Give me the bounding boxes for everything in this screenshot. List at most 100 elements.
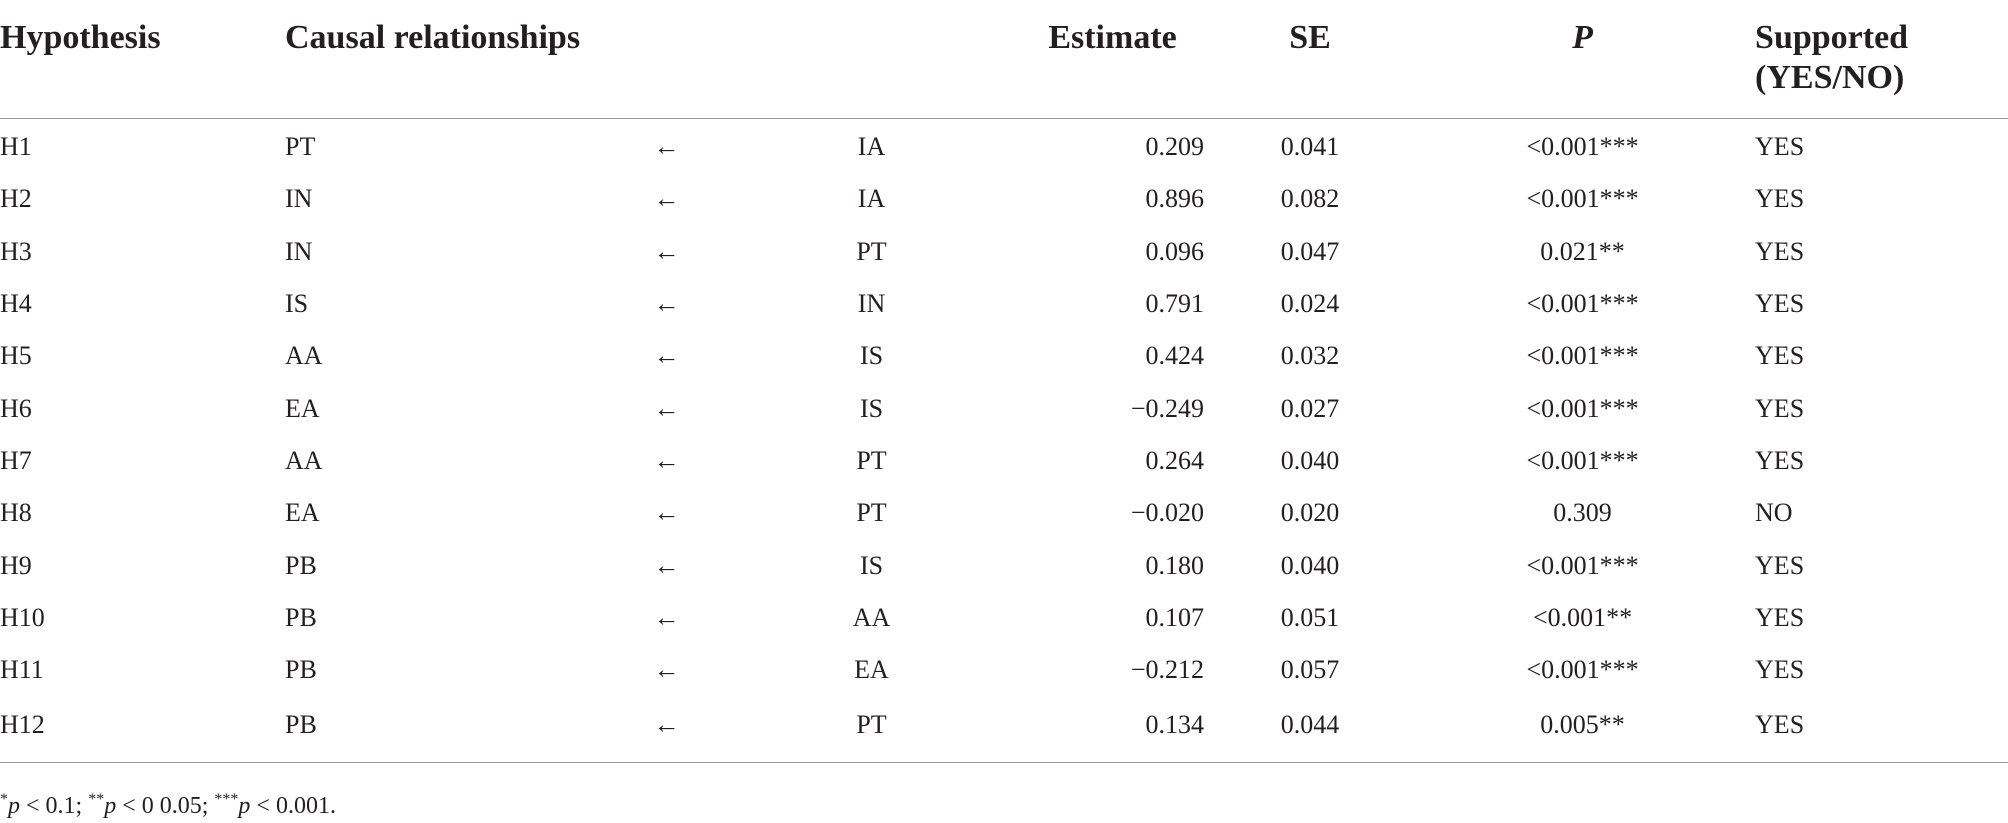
cell-estimate: 0.096	[1145, 236, 1205, 266]
footnote-mark-2: **	[88, 791, 105, 808]
cell-supported: NO	[1755, 498, 1793, 528]
cell-supported: YES	[1755, 236, 1805, 266]
cell-p-value: <0.001***	[1526, 550, 1639, 580]
cell-supported: YES	[1755, 341, 1805, 371]
cell-arrow: ←	[653, 655, 680, 685]
cell-p-value: 0.309	[1553, 498, 1612, 528]
cell-effect: PB	[285, 655, 317, 685]
cell-effect: IN	[285, 236, 313, 266]
table-footnote: *p < 0.1; **p < 0 0.05; ***p < 0.001.	[0, 785, 336, 821]
cell-arrow: ←	[653, 710, 680, 740]
cell-arrow: ←	[653, 550, 680, 580]
cell-supported: YES	[1755, 289, 1805, 319]
table-header: Hypothesis Causal relationships Estimate…	[0, 0, 2008, 119]
cell-p-value: <0.001***	[1526, 132, 1639, 162]
cell-supported: YES	[1755, 655, 1805, 685]
cell-cause: IS	[859, 393, 884, 423]
cell-se: 0.051	[1280, 602, 1340, 632]
cell-se: 0.082	[1280, 184, 1340, 214]
cell-arrow: ←	[653, 184, 680, 214]
cell-p-value: <0.001***	[1526, 341, 1639, 371]
cell-hypothesis: H5	[0, 341, 32, 371]
cell-arrow: ←	[653, 393, 680, 423]
cell-se: 0.044	[1280, 710, 1340, 740]
table-row: H7 AA ← PT 0.264 0.040 <0.001*** YES	[0, 435, 2008, 487]
table-row: H4 IS ← IN 0.791 0.024 <0.001*** YES	[0, 278, 2008, 330]
cell-se: 0.024	[1280, 289, 1340, 319]
footnote-mark-3: ***	[214, 791, 239, 808]
cell-cause: EA	[854, 655, 889, 685]
cell-estimate: 0.896	[1145, 184, 1205, 214]
cell-estimate: −0.249	[1130, 393, 1205, 423]
cell-effect: PB	[285, 602, 317, 632]
cell-hypothesis: H11	[0, 655, 44, 685]
cell-supported: YES	[1755, 184, 1805, 214]
cell-hypothesis: H9	[0, 550, 32, 580]
cell-effect: AA	[285, 341, 323, 371]
cell-estimate: −0.212	[1130, 655, 1205, 685]
cell-p-value: <0.001***	[1526, 393, 1639, 423]
cell-arrow: ←	[653, 289, 680, 319]
table-body: H1 PT ← IA 0.209 0.041 <0.001*** YES H2 IN ← IA 0.89…	[0, 119, 2008, 763]
cell-supported: YES	[1755, 602, 1805, 632]
cell-arrow: ←	[653, 498, 680, 528]
cell-supported: YES	[1755, 710, 1805, 740]
cell-cause: PT	[856, 498, 887, 528]
cell-hypothesis: H1	[0, 132, 32, 162]
cell-effect: IN	[285, 184, 313, 214]
cell-hypothesis: H2	[0, 184, 32, 214]
cell-arrow: ←	[653, 236, 680, 266]
cell-supported: YES	[1755, 445, 1805, 475]
cell-cause: IN	[857, 289, 886, 319]
footnote-var-3: p	[238, 793, 251, 819]
cell-estimate: 0.264	[1145, 445, 1205, 475]
header-estimate: Estimate	[1015, 0, 1211, 119]
cell-cause: IA	[857, 184, 886, 214]
cell-estimate: 0.424	[1145, 341, 1205, 371]
cell-hypothesis: H12	[0, 710, 45, 740]
cell-se: 0.020	[1280, 498, 1340, 528]
table-row: H12 PB ← PT 0.134 0.044 0.005** YES	[0, 696, 2008, 762]
table-row: H3 IN ← PT 0.096 0.047 0.021** YES	[0, 226, 2008, 278]
cell-p-value: <0.001***	[1526, 445, 1639, 475]
cell-p-value: 0.005**	[1540, 710, 1625, 740]
cell-p-value: <0.001***	[1526, 289, 1639, 319]
table-bottom-rule	[0, 762, 2008, 764]
cell-effect: PB	[285, 710, 317, 740]
cell-cause: PT	[856, 445, 887, 475]
cell-estimate: 0.209	[1145, 132, 1205, 162]
cell-effect: AA	[285, 445, 323, 475]
cell-estimate: 0.107	[1145, 602, 1205, 632]
results-table-container: Hypothesis Causal relationships Estimate…	[0, 0, 2008, 764]
table-row: H2 IN ← IA 0.896 0.082 <0.001*** YES	[0, 173, 2008, 225]
cell-estimate: −0.020	[1130, 498, 1205, 528]
footnote-mark-1: *	[0, 791, 8, 808]
cell-hypothesis: H3	[0, 236, 32, 266]
footnote-text-2: < 0 0.05;	[116, 793, 215, 819]
footnote-text-3: < 0.001.	[250, 793, 336, 819]
cell-arrow: ←	[653, 602, 680, 632]
cell-cause: AA	[852, 602, 891, 632]
table-row: H5 AA ← IS 0.424 0.032 <0.001*** YES	[0, 330, 2008, 382]
cell-p-value: <0.001***	[1526, 655, 1639, 685]
header-se: SE	[1210, 0, 1411, 119]
cell-effect: PT	[285, 132, 316, 162]
cell-p-value: 0.021**	[1540, 236, 1625, 266]
header-supported-line2: (YES/NO)	[1755, 59, 1905, 96]
header-causal-relationships: Causal relationships	[285, 0, 1016, 119]
table-row: H10 PB ← AA 0.107 0.051 <0.001** YES	[0, 592, 2008, 644]
cell-cause: IA	[857, 132, 886, 162]
cell-supported: YES	[1755, 550, 1805, 580]
header-row: Hypothesis Causal relationships Estimate…	[0, 0, 2008, 119]
cell-supported: YES	[1755, 132, 1805, 162]
cell-cause: PT	[856, 710, 887, 740]
cell-se: 0.047	[1280, 236, 1340, 266]
cell-se: 0.027	[1280, 393, 1340, 423]
footnote-text-1: < 0.1;	[20, 793, 89, 819]
table-row: H8 EA ← PT −0.020 0.020 0.309 NO	[0, 487, 2008, 539]
cell-se: 0.040	[1280, 550, 1340, 580]
cell-estimate: 0.791	[1145, 289, 1205, 319]
hypothesis-results-table: Hypothesis Causal relationships Estimate…	[0, 0, 2008, 763]
cell-effect: EA	[285, 393, 320, 423]
header-p: P	[1410, 0, 1756, 119]
